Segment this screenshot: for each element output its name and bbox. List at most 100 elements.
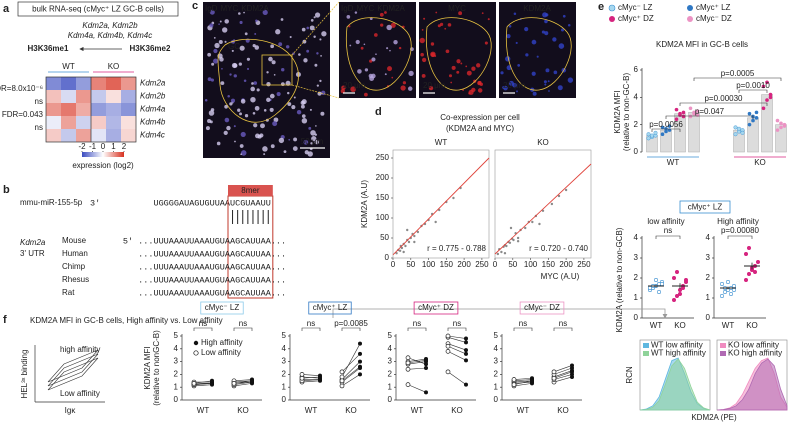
cell xyxy=(253,81,258,85)
data-point xyxy=(681,114,686,119)
utr-seq: ... xyxy=(271,275,286,285)
y-tick-label: 0 xyxy=(634,147,639,156)
cell xyxy=(263,153,266,156)
cell xyxy=(439,22,444,26)
cell xyxy=(233,125,236,128)
data-point xyxy=(779,125,783,130)
group-label: WT xyxy=(305,406,318,415)
cell xyxy=(218,23,220,25)
cell xyxy=(293,96,296,99)
cell xyxy=(479,82,484,86)
pair-line xyxy=(341,361,361,380)
plot-title: High affinity xyxy=(717,217,759,226)
cell xyxy=(303,139,309,145)
cell xyxy=(421,57,427,63)
y-tick-label: 0 xyxy=(282,395,287,404)
cell xyxy=(434,54,437,57)
cell xyxy=(209,23,214,28)
heatmap-cell xyxy=(91,77,106,90)
cell xyxy=(545,68,550,73)
gc-outline xyxy=(217,38,299,123)
cell xyxy=(321,31,327,37)
data-point xyxy=(299,375,305,381)
utr-seq: ... xyxy=(271,249,286,259)
data-point xyxy=(511,382,517,387)
y-tick-label: 2 xyxy=(634,273,639,282)
scatter-point xyxy=(413,240,416,244)
heatmap-cell xyxy=(121,103,136,116)
cell xyxy=(243,11,245,14)
x-tick-label: 200 xyxy=(559,260,573,269)
data-point xyxy=(339,383,345,389)
cell xyxy=(301,99,307,105)
data-point xyxy=(551,369,557,375)
pair-line xyxy=(513,380,533,383)
cell xyxy=(428,86,434,91)
schematic-axis: HEL³ˣ binding xyxy=(20,350,29,399)
cell xyxy=(567,23,571,27)
pair-line xyxy=(447,371,467,385)
pair-line xyxy=(193,383,213,385)
pair-line xyxy=(553,371,573,379)
colorbar-tick-label: 0 xyxy=(101,142,106,151)
bracket xyxy=(665,115,754,119)
data-point xyxy=(754,110,759,115)
pair-line xyxy=(447,336,467,343)
y-tick-label: 5 xyxy=(388,331,393,340)
cell xyxy=(209,9,215,15)
cell xyxy=(477,88,483,93)
data-point xyxy=(752,269,757,274)
y-tick-label: 1 xyxy=(388,382,393,391)
p-value: ns xyxy=(559,319,567,328)
utr-site: AGCAUUAA xyxy=(230,249,272,259)
data-point xyxy=(733,125,738,130)
data-point xyxy=(671,297,676,302)
bar xyxy=(688,112,700,153)
p-value: ns xyxy=(664,226,672,235)
data-point xyxy=(656,289,661,294)
channel-label: MYC xyxy=(448,4,466,13)
cell xyxy=(287,102,292,107)
data-point xyxy=(664,129,668,134)
cell xyxy=(316,84,319,87)
group-label: WT xyxy=(650,321,663,330)
y-tick-label: 5 xyxy=(282,331,287,340)
cell xyxy=(205,126,210,131)
scatter-point xyxy=(452,196,455,200)
pair-line xyxy=(447,335,467,339)
cell xyxy=(517,63,521,67)
legend-marker xyxy=(687,16,693,22)
schematic-band xyxy=(47,349,99,383)
species: Chimp xyxy=(62,262,86,271)
scatter-point xyxy=(541,209,545,212)
data-point xyxy=(765,80,769,85)
utr-seq: ... xyxy=(271,262,286,272)
pair-line xyxy=(301,380,321,383)
cell xyxy=(237,108,241,112)
cell xyxy=(240,153,243,156)
panel-letter: b xyxy=(3,184,10,196)
bracket xyxy=(193,327,213,331)
y-axis-label: KDM2A MFI xyxy=(613,90,622,133)
scatter-point xyxy=(512,238,515,242)
bracket xyxy=(727,235,753,239)
y-tick-label: 0 xyxy=(174,395,179,404)
scatter-point xyxy=(404,244,407,248)
x-tick-label: 200 xyxy=(457,260,471,269)
heatmap-cell xyxy=(91,103,106,116)
cell xyxy=(313,35,316,38)
cell xyxy=(253,123,258,128)
utr-seq: 5' ...UUUAAAUUAAAUGUA xyxy=(123,236,231,246)
cell xyxy=(552,37,557,42)
heatmap-cell xyxy=(76,116,91,129)
data-point xyxy=(339,374,345,380)
p-value: ns xyxy=(519,319,527,328)
cell xyxy=(301,114,306,118)
y-axis-label: KDM2A (A.U) xyxy=(360,180,369,228)
gc-outline xyxy=(425,17,492,91)
data-point xyxy=(692,110,696,115)
scatter-point xyxy=(398,249,402,252)
y-tick-label: 3 xyxy=(388,357,393,366)
cell xyxy=(384,73,387,76)
data-point xyxy=(674,117,679,121)
